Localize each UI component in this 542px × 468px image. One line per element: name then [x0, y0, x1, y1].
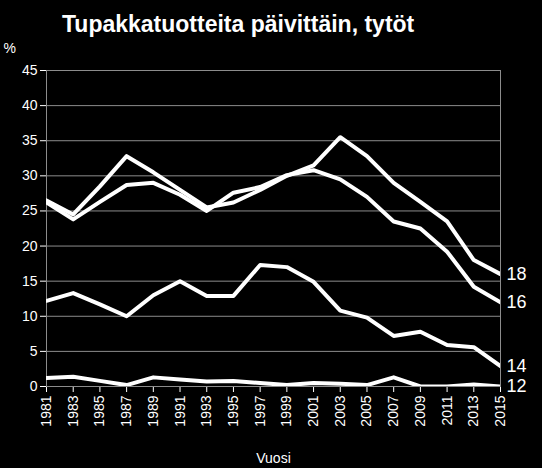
- svg-text:1999: 1999: [278, 395, 294, 426]
- svg-text:1991: 1991: [172, 395, 188, 426]
- svg-text:25: 25: [22, 202, 38, 218]
- svg-text:1981: 1981: [38, 395, 54, 426]
- svg-text:20: 20: [22, 238, 38, 254]
- svg-text:2011: 2011: [439, 395, 455, 425]
- svg-text:1997: 1997: [252, 395, 268, 426]
- svg-text:10: 10: [22, 308, 38, 324]
- svg-text:40: 40: [22, 97, 38, 113]
- svg-text:15: 15: [22, 273, 38, 289]
- svg-text:2005: 2005: [358, 395, 374, 426]
- svg-text:2003: 2003: [332, 395, 348, 426]
- svg-text:2001: 2001: [305, 395, 321, 426]
- svg-text:1985: 1985: [91, 395, 107, 426]
- svg-text:5: 5: [30, 343, 38, 359]
- svg-text:16: 16: [507, 292, 527, 312]
- svg-text:1993: 1993: [198, 395, 214, 426]
- svg-text:30: 30: [22, 167, 38, 183]
- svg-text:Vuosi: Vuosi: [256, 450, 291, 466]
- svg-text:2013: 2013: [465, 395, 481, 426]
- svg-text:35: 35: [22, 132, 38, 148]
- html-text:Tupakkatuotteita päivittäin, t: Tupakkatuotteita päivittäin, tytöt: [62, 11, 415, 37]
- svg-text:1995: 1995: [225, 395, 241, 426]
- svg-text:2007: 2007: [385, 395, 401, 426]
- svg-text:%: %: [4, 40, 16, 56]
- svg-text:0: 0: [30, 378, 38, 394]
- svg-text:1987: 1987: [118, 395, 134, 426]
- svg-text:2015: 2015: [492, 395, 508, 426]
- svg-text:12: 12: [507, 376, 527, 396]
- svg-text:2009: 2009: [412, 395, 428, 426]
- svg-text:1989: 1989: [145, 395, 161, 426]
- svg-text:45: 45: [22, 62, 38, 78]
- svg-text:14: 14: [507, 356, 527, 376]
- svg-text:1983: 1983: [65, 395, 81, 426]
- svg-text:18: 18: [507, 264, 527, 284]
